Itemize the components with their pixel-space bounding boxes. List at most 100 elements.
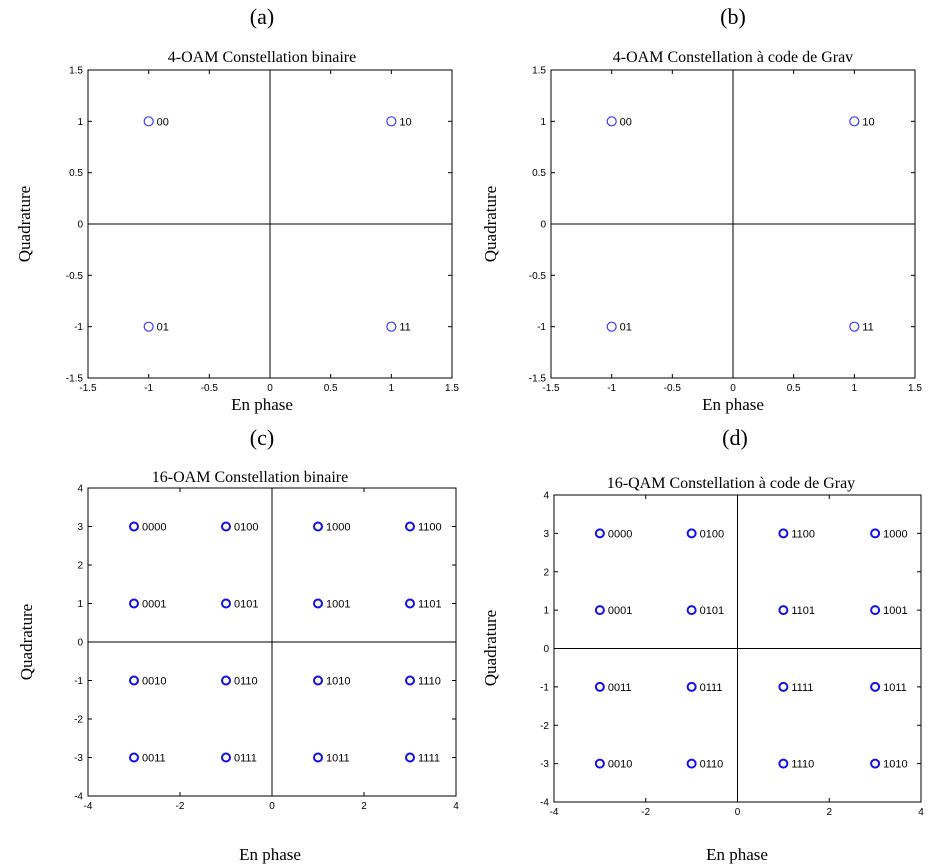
constellation-point <box>594 605 605 616</box>
y-tick-label: -1.5 <box>66 374 84 385</box>
x-tick-label: 1 <box>852 383 858 394</box>
x-tick-label: 1 <box>389 383 395 394</box>
x-tick-label: -2 <box>176 801 185 812</box>
point-label: 1010 <box>883 759 907 771</box>
x-tick-label: -0.5 <box>201 383 219 394</box>
constellation-point <box>313 752 323 763</box>
point-label: 0111 <box>700 682 723 694</box>
point-label: 0110 <box>234 676 258 688</box>
x-axis-label: En phase <box>702 395 764 414</box>
x-tick-label: 0 <box>267 383 273 394</box>
x-tick-label: -4 <box>550 807 559 818</box>
constellation-point <box>686 605 697 616</box>
x-tick-label: -1 <box>144 383 153 394</box>
constellation-point <box>129 521 139 532</box>
point-label: 10 <box>862 116 874 128</box>
y-tick-label: 0 <box>77 638 83 649</box>
constellation-point <box>313 675 323 686</box>
constellation-point <box>778 528 789 539</box>
point-label: 1110 <box>791 759 814 771</box>
point-label: 11 <box>862 322 873 334</box>
point-label: 1110 <box>418 676 441 688</box>
constellation-point <box>405 598 415 609</box>
point-label: 0111 <box>234 753 257 765</box>
x-tick-label: 1.5 <box>908 383 922 394</box>
y-tick-label: 0.5 <box>532 168 546 179</box>
point-label: 1100 <box>791 528 815 540</box>
constellation-point <box>606 116 617 127</box>
constellation-point <box>778 605 789 616</box>
y-tick-label: -1 <box>74 676 83 687</box>
constellation-point <box>594 681 605 692</box>
point-label: 0000 <box>608 528 632 540</box>
y-axis-label: Quadrature <box>17 604 36 680</box>
y-tick-label: 0 <box>77 220 83 231</box>
x-tick-label: 0 <box>269 801 275 812</box>
constellation-point <box>870 681 881 692</box>
y-tick-label: -3 <box>540 759 549 770</box>
y-axis-label: Quadrature <box>481 610 500 686</box>
point-label: 1000 <box>883 528 907 540</box>
chart-title: 16-OAM Constellation binaire <box>152 469 348 486</box>
constellation-point <box>313 598 323 609</box>
constellation-point <box>129 752 139 763</box>
constellation-point <box>594 758 605 769</box>
constellation-point <box>386 116 397 127</box>
constellation-point <box>221 675 231 686</box>
constellation-point <box>686 528 697 539</box>
point-label: 1000 <box>326 522 350 534</box>
point-label: 0101 <box>700 605 724 617</box>
panel-letter: (c) <box>250 425 274 450</box>
point-label: 1010 <box>326 676 350 688</box>
y-tick-label: 1 <box>543 606 549 617</box>
x-tick-label: -0.5 <box>664 383 682 394</box>
y-axis-label: Quadrature <box>15 186 34 262</box>
x-tick-label: 0 <box>730 383 736 394</box>
x-tick-label: -1.5 <box>79 383 97 394</box>
point-label: 0001 <box>608 605 632 617</box>
y-tick-label: -0.5 <box>529 271 547 282</box>
point-label: 0101 <box>234 599 258 611</box>
point-label: 10 <box>399 116 411 128</box>
point-label: 0011 <box>142 753 166 765</box>
constellation-point <box>405 752 415 763</box>
constellation-point <box>405 675 415 686</box>
constellation-point <box>129 598 139 609</box>
y-tick-label: 1.5 <box>69 66 83 77</box>
constellation-point <box>606 321 617 332</box>
y-tick-label: -2 <box>540 721 549 732</box>
point-label: 1111 <box>791 682 813 694</box>
y-tick-label: 1 <box>77 117 83 128</box>
x-axis-label: En phase <box>706 845 768 864</box>
point-label: 1101 <box>418 599 442 611</box>
point-label: 0010 <box>142 676 166 688</box>
point-label: 1101 <box>791 605 815 617</box>
y-tick-label: -1 <box>74 322 83 333</box>
y-tick-label: 0.5 <box>69 168 83 179</box>
point-label: 11 <box>399 322 410 334</box>
constellation-point <box>778 681 789 692</box>
constellation-point <box>686 758 697 769</box>
point-label: 00 <box>620 116 632 128</box>
x-tick-label: -2 <box>641 807 650 818</box>
panel-letter: (d) <box>722 425 748 450</box>
x-tick-label: -1.5 <box>542 383 560 394</box>
point-label: 0100 <box>234 522 258 534</box>
constellation-point <box>849 321 860 332</box>
constellation-point <box>778 758 789 769</box>
x-tick-label: 4 <box>918 807 924 818</box>
chart-panel-c: (c) 16-OAM Constellation binaire -4 -2 0 2 4 -4… <box>17 425 459 864</box>
constellation-point <box>221 598 231 609</box>
y-tick-label: 4 <box>543 491 549 502</box>
point-label: 1001 <box>326 599 350 611</box>
constellation-point <box>405 521 415 532</box>
y-tick-label: 3 <box>543 529 549 540</box>
point-label: 0010 <box>608 759 632 771</box>
chart-title: 4-OAM Constellation binaire <box>168 49 356 66</box>
constellation-point <box>143 321 154 332</box>
x-tick-label: 0.5 <box>324 383 338 394</box>
point-label: 00 <box>157 116 169 128</box>
x-tick-label: 0.5 <box>787 383 801 394</box>
x-tick-label: 2 <box>826 807 832 818</box>
